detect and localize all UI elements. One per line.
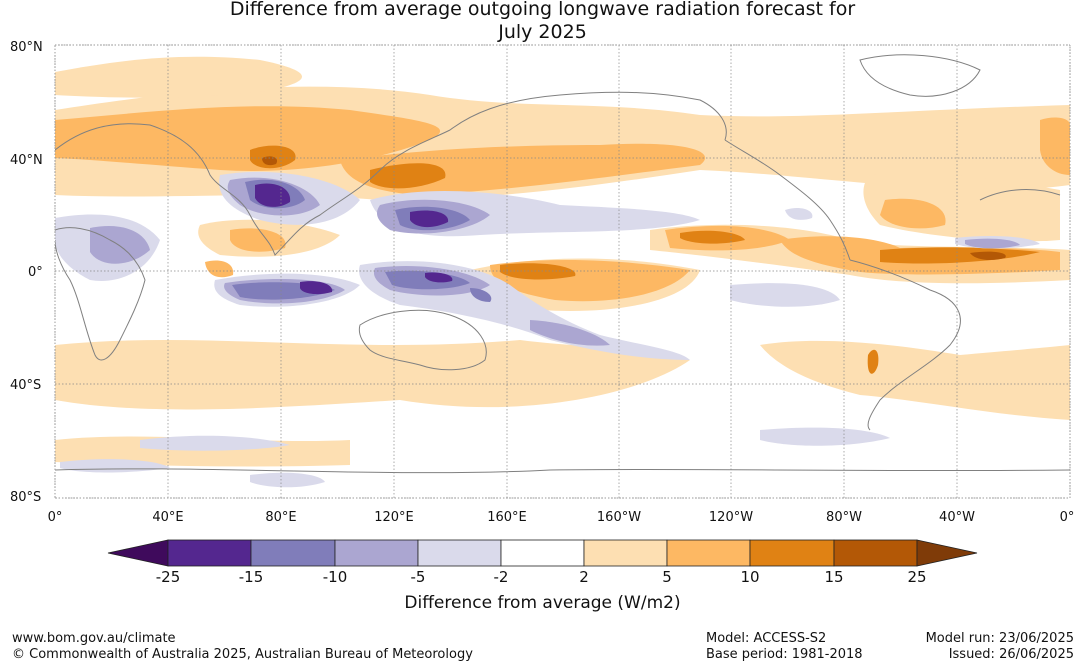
lon-label: 120°W [708,510,754,525]
lon-label: 40°W [939,510,975,525]
anomaly-region [140,435,290,451]
model-run-text: Model run: 23/06/2025 [925,631,1074,646]
colorbar-tick: -15 [238,568,264,586]
colorbar-swatch [250,539,336,567]
lat-label: 0° [28,265,43,280]
anomaly-region [55,56,302,98]
anomaly-region [255,183,291,207]
anomaly-region [205,260,234,278]
coastlines [55,54,1070,474]
anomaly-region [90,226,150,264]
anomaly-region [680,230,745,244]
lat-label: 80°N [10,40,43,55]
anomaly-region [300,281,333,295]
colorbar-tick: -5 [410,568,426,586]
anomaly-region [760,427,890,446]
model-text: Model: ACCESS-S2 [706,631,827,646]
lat-label: 40°N [10,153,43,168]
colorbar-swatch [833,539,918,567]
lon-label: 80°W [826,510,862,525]
anomaly-region [880,198,946,229]
anomaly-region [730,283,840,307]
website-link[interactable]: www.bom.gov.au/climate [12,631,176,646]
colorbar-swatch [500,539,585,567]
lon-label: 160°E [487,510,527,525]
copyright-text: © Commonwealth of Australia 2025, Austra… [12,647,473,662]
anomaly-region [262,156,278,166]
colorbar-extend-high [916,539,978,567]
colorbar-tick: 5 [662,568,672,586]
base-period-text: Base period: 1981-2018 [706,647,863,662]
colorbar-swatch [417,539,502,567]
lat-label: 80°S [10,490,42,505]
anomaly-region [500,263,576,280]
anomaly-region [230,228,286,252]
anomaly-region [530,320,610,346]
lon-label: 0° [1059,510,1075,525]
lon-label: 0° [47,510,63,525]
colorbar-label: Difference from average (W/m2) [404,593,681,613]
colorbar-tick: 10 [740,568,760,586]
colorbar-tick: 2 [579,568,589,586]
anomaly-region [965,238,1020,249]
anomaly-region [55,340,690,410]
colorbar-swatch [749,539,835,567]
lon-label: 40°E [152,510,184,525]
colorbar-tick: -10 [322,568,348,586]
issued-text: Issued: 26/06/2025 [948,647,1074,662]
anomaly-field [55,45,1070,498]
colorbar-swatch [583,539,668,567]
anomaly-region [470,288,492,302]
anomaly-region [970,251,1006,261]
chart-title-line1: Difference from average outgoing longwav… [229,0,856,20]
anomaly-region [425,272,453,283]
colorbar-tick: -25 [155,568,181,586]
colorbar-extend-low [107,539,169,567]
anomaly-region [410,210,449,228]
lon-label: 80°E [265,510,297,525]
anomaly-region [867,349,879,374]
colorbar-swatch [334,539,419,567]
anomaly-region [785,207,813,220]
anomaly-region [760,340,1070,420]
lon-label: 120°E [374,510,414,525]
colorbar-swatch [167,539,252,567]
chart-title-line2: July 2025 [498,21,587,43]
anomaly-region [250,472,325,488]
lon-label: 160°W [596,510,642,525]
anomaly-region [880,247,1040,264]
colorbar-tick: 15 [824,568,844,586]
colorbar-swatch [666,539,751,567]
colorbar-tick: 25 [907,568,927,586]
anomaly-region [55,106,441,171]
colorbar [107,539,978,567]
map-frame [54,44,1071,499]
colorbar-tick: -2 [493,568,509,586]
anomaly-region [370,163,446,189]
lat-label: 40°S [10,378,42,393]
anomaly-region [1040,117,1070,175]
